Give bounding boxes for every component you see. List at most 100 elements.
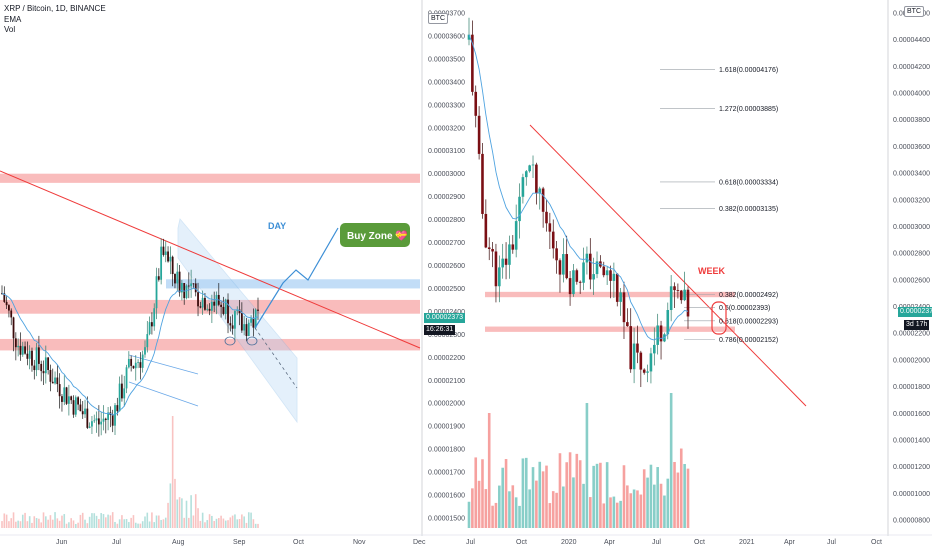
left-candle-body [17, 345, 20, 348]
left-volume-bar [77, 522, 79, 528]
right-candle-body [673, 286, 676, 291]
left-volume-bar [38, 518, 40, 528]
left-y-tick-label: 0.00002600 [428, 263, 465, 270]
left-volume-bar [63, 514, 66, 528]
left-volume-bar [183, 517, 185, 528]
left-volume-bar [211, 515, 213, 528]
right-volume-bar [477, 480, 481, 528]
right-volume-bar [673, 461, 676, 528]
right-candle-body [481, 153, 484, 214]
left-candle-body [116, 405, 119, 412]
left-candle-body [234, 311, 236, 329]
left-volume-bar [220, 515, 222, 528]
right-candle-body [592, 274, 595, 280]
left-currency-badge[interactable]: BTC [428, 13, 448, 24]
right-candle-body [683, 289, 686, 301]
left-volume-bar [162, 519, 165, 528]
right-candle-body [639, 352, 643, 370]
left-candle-body [8, 305, 10, 311]
left-x-tick-label: Dec [413, 539, 426, 546]
right-candle-body [501, 258, 504, 268]
left-candle-body [197, 292, 199, 307]
left-volume-bar [15, 521, 17, 528]
right-volume-bar [521, 458, 525, 528]
left-volume-bar [171, 416, 174, 528]
left-volume-bar [236, 519, 239, 528]
left-y-tick-label: 0.00001900 [428, 424, 465, 431]
right-candle-body [622, 292, 626, 323]
left-candle-body [38, 347, 40, 364]
left-candle-body [240, 313, 243, 331]
right-volume-bar [541, 471, 545, 528]
left-candle-body [137, 362, 139, 363]
vol-indicator-label[interactable]: Vol [4, 25, 16, 34]
right-ema-line [468, 34, 689, 341]
left-buy-zone-callout [340, 223, 410, 247]
right-volume-bar [471, 488, 474, 528]
left-volume-bar [1, 521, 3, 528]
symbol-title[interactable]: XRP / Bitcoin, 1D, BINANCE [4, 4, 106, 13]
left-volume-bar [111, 512, 114, 528]
left-y-tick-label: 0.00001700 [428, 470, 465, 477]
right-candle-body [588, 253, 592, 280]
right-y-tick-label: 0.00003800 [893, 117, 930, 124]
left-volume-bar [58, 520, 61, 528]
left-candle-body [144, 347, 146, 355]
left-volume-bar [141, 521, 144, 528]
left-volume-bar [188, 517, 190, 528]
left-candle-body [148, 322, 151, 335]
right-volume-bar [686, 468, 690, 528]
right-candle-body [595, 261, 599, 275]
left-volume-bar [31, 522, 33, 528]
left-volume-bar [61, 515, 63, 528]
ema-indicator-label[interactable]: EMA [4, 14, 22, 24]
right-candle-body [541, 188, 545, 212]
left-candle-body [79, 404, 82, 412]
left-candle-body [171, 256, 174, 275]
left-volume-bar [241, 514, 243, 528]
left-volume-bar [51, 519, 54, 528]
right-candle-body [511, 244, 515, 250]
left-candle-body [95, 418, 98, 421]
right-candle-body [558, 260, 562, 275]
left-candle-body [227, 299, 229, 324]
right-candle-body [669, 286, 673, 311]
left-buy-zone-label: Buy Zone 💝 [347, 230, 408, 242]
left-candle-body [3, 293, 6, 302]
left-volume-bar [132, 515, 135, 528]
left-y-tick-label: 0.00002800 [428, 217, 465, 224]
right-fib-label: 1.618(0.00004176) [719, 67, 778, 74]
right-candle-body [636, 343, 639, 353]
left-candle-body [180, 283, 183, 293]
right-currency-badge[interactable]: BTC [904, 6, 924, 17]
right-volume-bar [474, 457, 478, 528]
left-y-tick-label: 0.00002500 [428, 286, 465, 293]
right-volume-bar [555, 492, 558, 528]
left-x-tick-label: Jul [112, 539, 121, 546]
left-candle-body [125, 367, 128, 389]
left-volume-bar [19, 521, 22, 528]
left-candle-body [146, 334, 149, 348]
left-volume-bar [84, 519, 86, 528]
right-candle-body [649, 353, 653, 372]
left-y-tick-label: 0.00002400 [428, 309, 465, 316]
left-candle-body [224, 299, 227, 314]
left-volume-bar [192, 515, 195, 528]
left-candle-body [153, 308, 156, 327]
left-volume-bar [199, 520, 202, 528]
left-y-tick-label: 0.00002300 [428, 332, 465, 339]
left-volume-bar [153, 522, 156, 528]
right-last-price-tag: 0.00002373 [898, 307, 932, 317]
right-volume-bar [511, 485, 515, 528]
right-candle-body [656, 325, 659, 345]
left-volume-bar [181, 498, 183, 528]
right-fib-label: 1.272(0.00003885) [719, 106, 778, 113]
right-x-tick-label: Oct [871, 539, 882, 546]
right-volume-bar [666, 478, 670, 528]
right-candle-body [484, 213, 488, 248]
left-candle-body [194, 283, 197, 293]
left-candle-body [245, 324, 248, 336]
left-volume-bar [245, 522, 248, 528]
right-candle-body [531, 164, 535, 166]
